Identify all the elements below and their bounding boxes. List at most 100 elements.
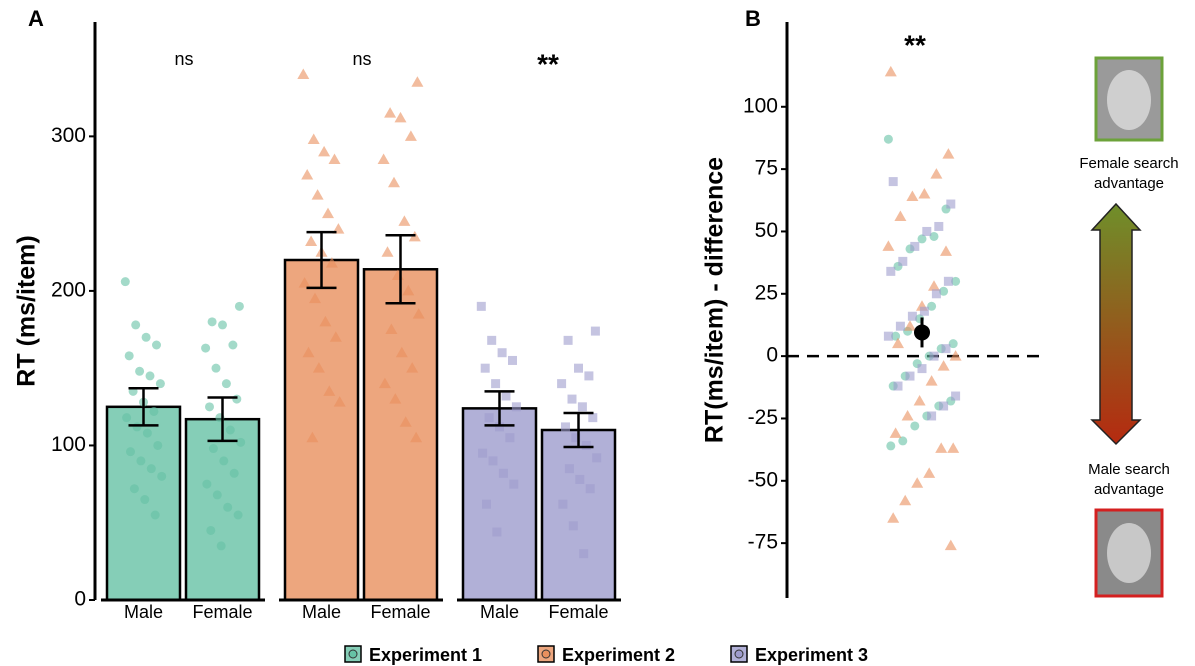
point — [564, 464, 574, 474]
legend-label: Experiment 2 — [562, 645, 675, 665]
point — [907, 311, 917, 321]
point — [298, 277, 311, 288]
advantage-arrow — [1090, 202, 1142, 446]
point — [567, 394, 577, 404]
point — [927, 411, 937, 421]
point — [219, 456, 229, 466]
point — [590, 326, 600, 336]
point — [305, 235, 318, 246]
point — [934, 221, 944, 231]
point — [925, 375, 938, 386]
point — [901, 409, 914, 421]
point — [132, 422, 142, 432]
point — [325, 257, 338, 268]
point — [511, 402, 521, 412]
panel-label: B — [745, 6, 761, 31]
mean-point — [914, 324, 930, 341]
point — [939, 401, 949, 411]
point — [927, 301, 937, 311]
point — [410, 431, 423, 443]
point — [207, 317, 217, 327]
point — [232, 394, 242, 404]
point — [883, 331, 893, 341]
point — [205, 402, 214, 412]
point — [480, 363, 490, 373]
point — [501, 391, 511, 401]
point — [563, 335, 573, 345]
point — [898, 436, 908, 446]
legend-swatch-marker — [734, 649, 744, 659]
point — [894, 210, 907, 221]
point — [212, 490, 222, 500]
point — [561, 422, 570, 432]
point — [297, 68, 310, 80]
point — [122, 413, 132, 423]
y-axis-title: RT(ms/item) - difference — [701, 157, 729, 443]
y-tick-label: 200 — [51, 278, 86, 301]
y-tick-label: -50 — [748, 468, 778, 491]
point — [233, 510, 243, 520]
point — [377, 153, 390, 165]
point — [322, 207, 334, 219]
point — [150, 510, 160, 520]
point — [126, 447, 135, 457]
point — [889, 427, 902, 438]
legend-label: Experiment 3 — [755, 645, 868, 665]
point — [575, 474, 585, 484]
point — [141, 332, 151, 342]
point — [395, 346, 408, 358]
point — [951, 391, 961, 401]
point — [929, 231, 939, 241]
point — [149, 406, 159, 416]
point — [229, 468, 239, 478]
y-tick-label: 100 — [51, 433, 86, 456]
point — [509, 479, 519, 489]
point — [887, 512, 900, 523]
point — [886, 441, 896, 451]
point — [124, 351, 134, 361]
point — [948, 339, 958, 349]
point — [923, 467, 936, 478]
point — [947, 442, 960, 453]
point — [913, 395, 926, 406]
point — [323, 385, 336, 396]
point — [378, 377, 391, 389]
point — [899, 494, 912, 506]
legend-label: Experiment 1 — [369, 645, 482, 665]
point — [906, 190, 919, 202]
point — [155, 379, 165, 389]
point — [919, 306, 929, 316]
y-axis-title: RT (ms/item) — [13, 235, 41, 386]
point — [157, 471, 167, 481]
point — [120, 277, 130, 287]
x-tick-label: Male — [480, 602, 519, 622]
y-tick-label: 300 — [51, 124, 86, 147]
face-bottom — [1094, 508, 1164, 598]
significance: ns — [174, 49, 193, 69]
point — [579, 549, 589, 559]
point — [136, 456, 146, 466]
point — [484, 413, 494, 423]
point — [131, 320, 141, 330]
point — [216, 541, 226, 551]
significance: ** — [904, 29, 926, 60]
point — [488, 456, 498, 466]
point — [571, 433, 581, 443]
y-tick-label: 100 — [743, 94, 778, 117]
point — [329, 331, 342, 342]
point — [898, 256, 908, 266]
point — [882, 240, 895, 251]
bar — [362, 268, 439, 602]
point — [917, 234, 927, 244]
point — [384, 107, 397, 118]
point — [939, 286, 949, 296]
point — [904, 320, 916, 331]
point — [495, 422, 504, 432]
bar — [283, 258, 360, 602]
point — [944, 539, 957, 551]
point — [402, 284, 415, 296]
point — [328, 153, 341, 165]
y-tick-label: -25 — [748, 406, 778, 429]
point — [385, 323, 398, 335]
